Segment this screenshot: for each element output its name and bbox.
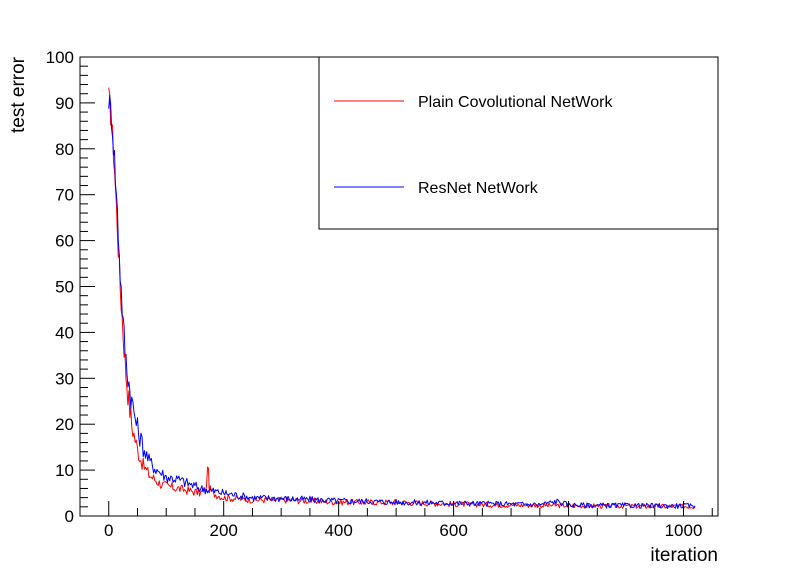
series-layer [108, 87, 696, 510]
legend-box [318, 56, 719, 230]
y-tick-label: 0 [65, 507, 74, 526]
y-tick-label: 100 [46, 48, 74, 67]
x-tick-label: 600 [439, 521, 467, 540]
legend-label-plain: Plain Covolutional NetWork [418, 94, 613, 111]
y-tick-label: 50 [55, 278, 74, 297]
y-tick-label: 90 [55, 94, 74, 113]
y-axis-title: test error [8, 56, 29, 133]
y-tick-label: 20 [55, 415, 74, 434]
legend-label-resnet: ResNet NetWork [418, 180, 539, 197]
legend: Plain Covolutional NetWork ResNet NetWor… [318, 56, 719, 230]
x-tick-label: 800 [554, 521, 582, 540]
y-tick-label: 60 [55, 232, 74, 251]
x-tick-label: 1000 [665, 521, 703, 540]
y-tick-label: 80 [55, 140, 74, 159]
y-axis: 0 10 20 30 40 50 60 70 80 90 100 [46, 48, 95, 526]
y-tick-label: 70 [55, 186, 74, 205]
y-tick-label: 40 [55, 323, 74, 342]
x-tick-label: 400 [324, 521, 352, 540]
x-axis: 0 200 400 600 800 1000 [79, 501, 713, 540]
series-line-resnet [108, 94, 696, 509]
x-axis-title: iteration [650, 545, 718, 566]
x-tick-label: 0 [104, 521, 113, 540]
y-tick-label: 10 [55, 461, 74, 480]
x-tick-label: 200 [210, 521, 238, 540]
y-tick-label: 30 [55, 369, 74, 388]
